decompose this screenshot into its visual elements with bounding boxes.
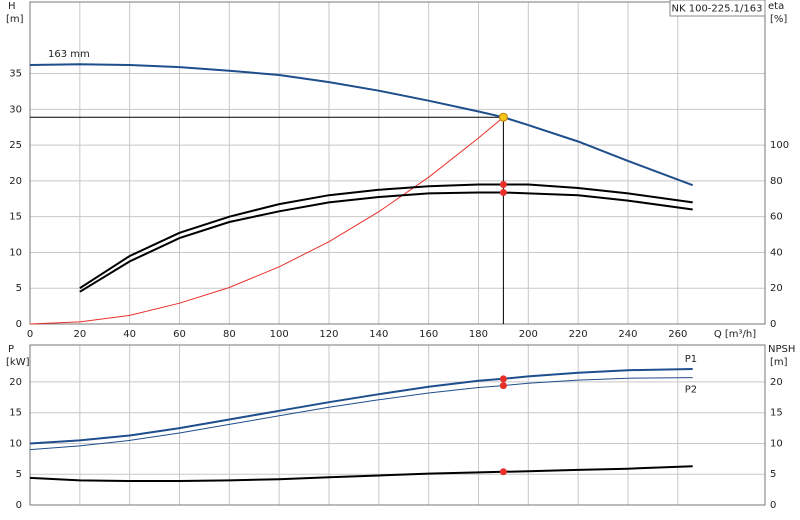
x-tick-label: 120 [319, 329, 338, 340]
y-tick-label: 0 [16, 500, 22, 511]
title-box [669, 0, 766, 17]
y2-tick-label: 100 [770, 140, 789, 151]
y2-tick-label: 20 [770, 283, 783, 294]
plot-frame [29, 344, 766, 506]
x-tick-label: 220 [569, 329, 588, 340]
y-tick-label: 0 [16, 319, 22, 330]
x-tick-label: 100 [270, 329, 289, 340]
x-tick-label: 240 [618, 329, 637, 340]
y-tick-label: 20 [9, 377, 22, 388]
y2-tick-label: 0 [770, 500, 776, 511]
y2-axis-label: NPSH [768, 344, 795, 355]
x-tick-label: 140 [369, 329, 388, 340]
y-tick-label: 30 [9, 104, 22, 115]
y-tick-label: 35 [9, 69, 22, 80]
duty-marker [499, 189, 507, 197]
duty-marker [499, 382, 507, 390]
y2-tick-label: 60 [770, 212, 783, 223]
y2-tick-label: 10 [770, 438, 783, 449]
y-tick-label: 10 [9, 247, 22, 258]
y2-axis-label: eta [768, 1, 784, 12]
y2-tick-label: 80 [770, 176, 783, 187]
x-tick-label: 40 [123, 329, 136, 340]
series-line [29, 63, 694, 187]
series-line [29, 368, 693, 445]
duty-marker [499, 468, 507, 476]
y-axis-label: H [8, 1, 16, 12]
series-line [29, 377, 693, 451]
x-tick-label: 0 [27, 329, 33, 340]
x-tick-label: 60 [173, 329, 186, 340]
y2-axis-unit: [m] [770, 357, 788, 368]
y-tick-label: 10 [9, 438, 22, 449]
duty-marker [499, 180, 507, 188]
duty-marker [499, 375, 507, 383]
x-tick-label: 80 [223, 329, 236, 340]
series-label: P1 [685, 354, 697, 365]
y-tick-label: 5 [16, 469, 22, 480]
x-tick-label: 200 [519, 329, 538, 340]
x-tick-label: 180 [469, 329, 488, 340]
y2-tick-label: 5 [770, 469, 776, 480]
y-tick-label: 15 [9, 212, 22, 223]
y2-tick-label: 40 [770, 247, 783, 258]
y2-tick-label: 20 [770, 377, 783, 388]
y-axis-label: P [8, 344, 14, 355]
series-label: 163 mm [48, 49, 90, 60]
y2-axis-unit: [%] [770, 14, 787, 25]
series-label: P2 [685, 385, 697, 396]
series-line [79, 191, 693, 293]
y-tick-label: 15 [9, 408, 22, 419]
y-axis-unit: [m] [6, 14, 24, 25]
y-axis-unit: [kW] [6, 357, 30, 368]
y2-tick-label: 0 [770, 319, 776, 330]
chart-title: NK 100-225.1/163 [672, 4, 763, 15]
series-line [79, 183, 693, 290]
series-line [29, 116, 504, 325]
y-tick-label: 5 [16, 283, 22, 294]
x-tick-label: 260 [668, 329, 687, 340]
y-tick-label: 25 [9, 140, 22, 151]
series-line [29, 465, 693, 482]
x-axis-label: Q [m³/h] [714, 329, 756, 340]
y-tick-label: 20 [9, 176, 22, 187]
operating-point [498, 112, 508, 122]
x-tick-label: 20 [73, 329, 86, 340]
y2-tick-label: 15 [770, 408, 783, 419]
x-tick-label: 160 [419, 329, 438, 340]
plot-frame [29, 1, 766, 325]
